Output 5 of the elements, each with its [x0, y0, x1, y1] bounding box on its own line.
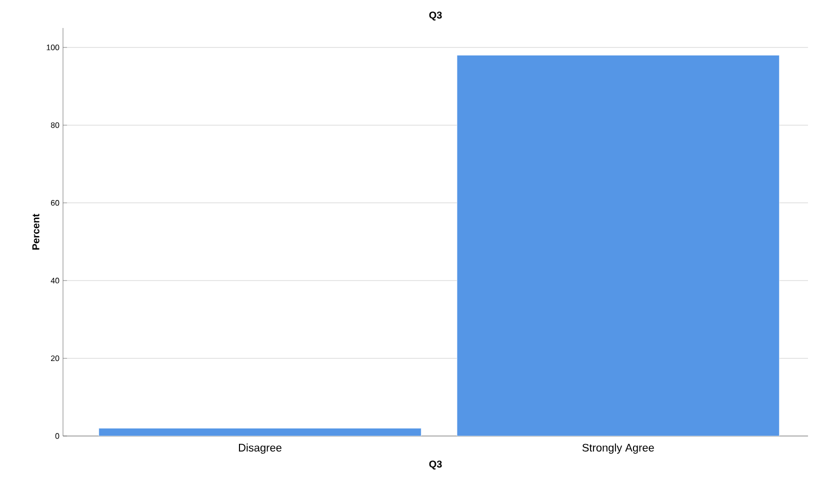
y-axis-title: Percent: [32, 214, 40, 250]
x-tick-label: Disagree: [238, 444, 282, 454]
chart-title: Q3: [429, 12, 442, 21]
x-axis-title: Q3: [429, 460, 442, 470]
x-tick-label: Strongly Agree: [582, 444, 654, 454]
